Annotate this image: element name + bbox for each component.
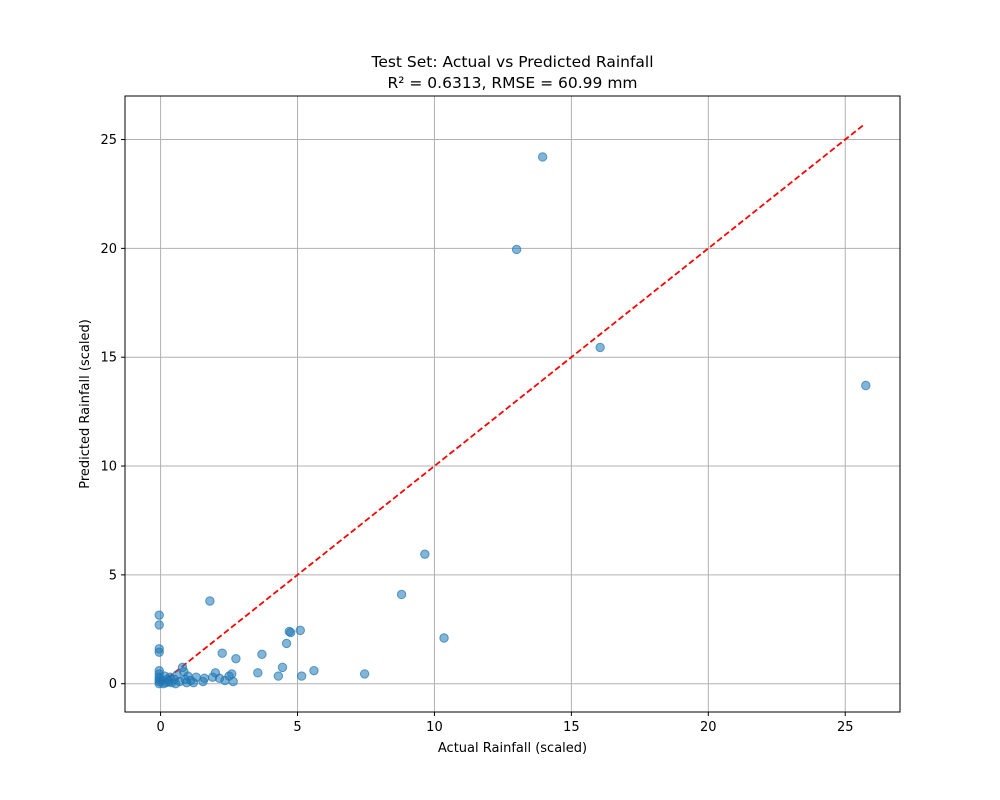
data-point: [154, 610, 164, 620]
reference-line: [160, 123, 865, 685]
data-point: [154, 647, 164, 657]
data-point: [205, 596, 215, 606]
x-tick-label: 0: [156, 720, 164, 735]
chart-title: Test Set: Actual vs Predicted Rainfall: [370, 53, 653, 71]
y-tick-label: 0: [109, 677, 117, 692]
data-point: [257, 649, 267, 660]
data-point: [295, 625, 305, 636]
data-point: [511, 244, 522, 255]
data-point: [420, 549, 430, 559]
y-tick-label: 15: [100, 351, 117, 366]
y-tick-label: 25: [100, 133, 117, 148]
data-point: [180, 674, 190, 685]
data-point: [285, 627, 296, 638]
data-point: [309, 665, 319, 676]
data-point: [439, 633, 449, 643]
data-point: [296, 671, 307, 681]
data-point: [165, 672, 175, 682]
data-point: [231, 653, 241, 664]
plot-frame: [124, 95, 901, 713]
y-tick-label: 20: [100, 242, 117, 257]
y-tick-label: 5: [109, 568, 117, 583]
data-point: [537, 152, 548, 162]
x-tick-label: 20: [700, 720, 717, 735]
data-point: [188, 677, 199, 688]
data-point: [154, 620, 164, 630]
data-point: [359, 669, 370, 679]
y-axis-label: Predicted Rainfall (scaled): [78, 319, 93, 489]
data-point: [595, 342, 605, 353]
data-point: [217, 648, 227, 658]
x-tick-label: 10: [426, 720, 443, 735]
data-point: [861, 380, 871, 391]
x-tick-label: 5: [293, 720, 301, 735]
data-point: [198, 676, 208, 687]
grid: [125, 96, 900, 712]
data-point: [281, 638, 292, 649]
data-point: [273, 671, 284, 681]
x-tick-label: 25: [837, 720, 854, 735]
data-point: [157, 675, 167, 686]
data-point: [207, 672, 218, 682]
y-tick-label: 10: [100, 460, 117, 475]
points: [154, 152, 871, 689]
chart-subtitle: R² = 0.6313, RMSE = 60.99 mm: [387, 74, 637, 92]
x-tick-label: 15: [563, 720, 580, 735]
data-point: [253, 668, 263, 678]
data-point: [277, 662, 288, 673]
data-point: [228, 676, 238, 687]
x-axis-label: Actual Rainfall (scaled): [438, 741, 587, 756]
y-axis-ticks: 0 5 10 15 20 25: [100, 133, 125, 692]
x-axis-ticks: 0 5 10 15 20 25: [156, 712, 854, 735]
data-point: [396, 589, 407, 600]
data-point: [170, 679, 181, 689]
